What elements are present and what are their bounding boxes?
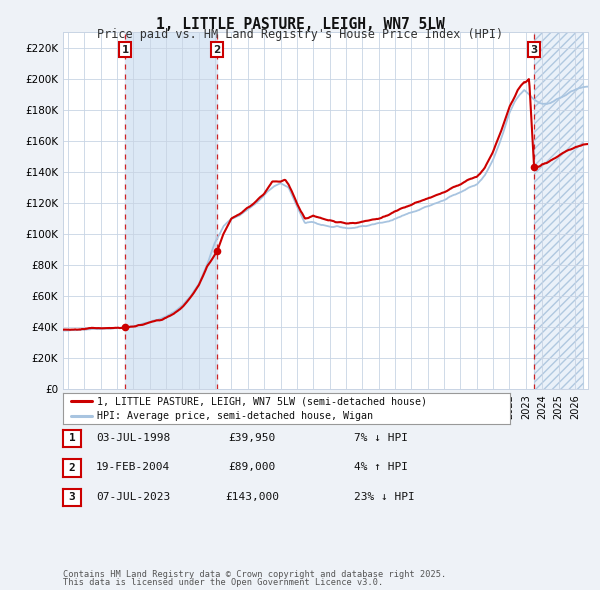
Text: £143,000: £143,000 (225, 492, 279, 502)
Text: 03-JUL-1998: 03-JUL-1998 (96, 433, 170, 442)
Text: £89,000: £89,000 (229, 463, 275, 472)
Text: 2: 2 (68, 463, 76, 473)
Bar (534, 32, 583, 389)
Text: Contains HM Land Registry data © Crown copyright and database right 2025.: Contains HM Land Registry data © Crown c… (63, 570, 446, 579)
Text: This data is licensed under the Open Government Licence v3.0.: This data is licensed under the Open Gov… (63, 578, 383, 588)
Text: 1, LITTLE PASTURE, LEIGH, WN7 5LW: 1, LITTLE PASTURE, LEIGH, WN7 5LW (155, 17, 445, 31)
Bar (534, 32, 583, 389)
Text: 1: 1 (68, 434, 76, 443)
Text: 23% ↓ HPI: 23% ↓ HPI (354, 492, 415, 502)
Text: 3: 3 (68, 493, 76, 502)
Text: 3: 3 (530, 44, 538, 54)
Text: HPI: Average price, semi-detached house, Wigan: HPI: Average price, semi-detached house,… (97, 411, 373, 421)
Text: 1: 1 (122, 44, 129, 54)
Text: Price paid vs. HM Land Registry's House Price Index (HPI): Price paid vs. HM Land Registry's House … (97, 28, 503, 41)
Text: 4% ↑ HPI: 4% ↑ HPI (354, 463, 408, 472)
Text: £39,950: £39,950 (229, 433, 275, 442)
Bar (125, 32, 217, 389)
Text: 7% ↓ HPI: 7% ↓ HPI (354, 433, 408, 442)
Text: 2: 2 (214, 44, 221, 54)
Text: 1, LITTLE PASTURE, LEIGH, WN7 5LW (semi-detached house): 1, LITTLE PASTURE, LEIGH, WN7 5LW (semi-… (97, 396, 427, 407)
Text: 19-FEB-2004: 19-FEB-2004 (96, 463, 170, 472)
Text: 07-JUL-2023: 07-JUL-2023 (96, 492, 170, 502)
